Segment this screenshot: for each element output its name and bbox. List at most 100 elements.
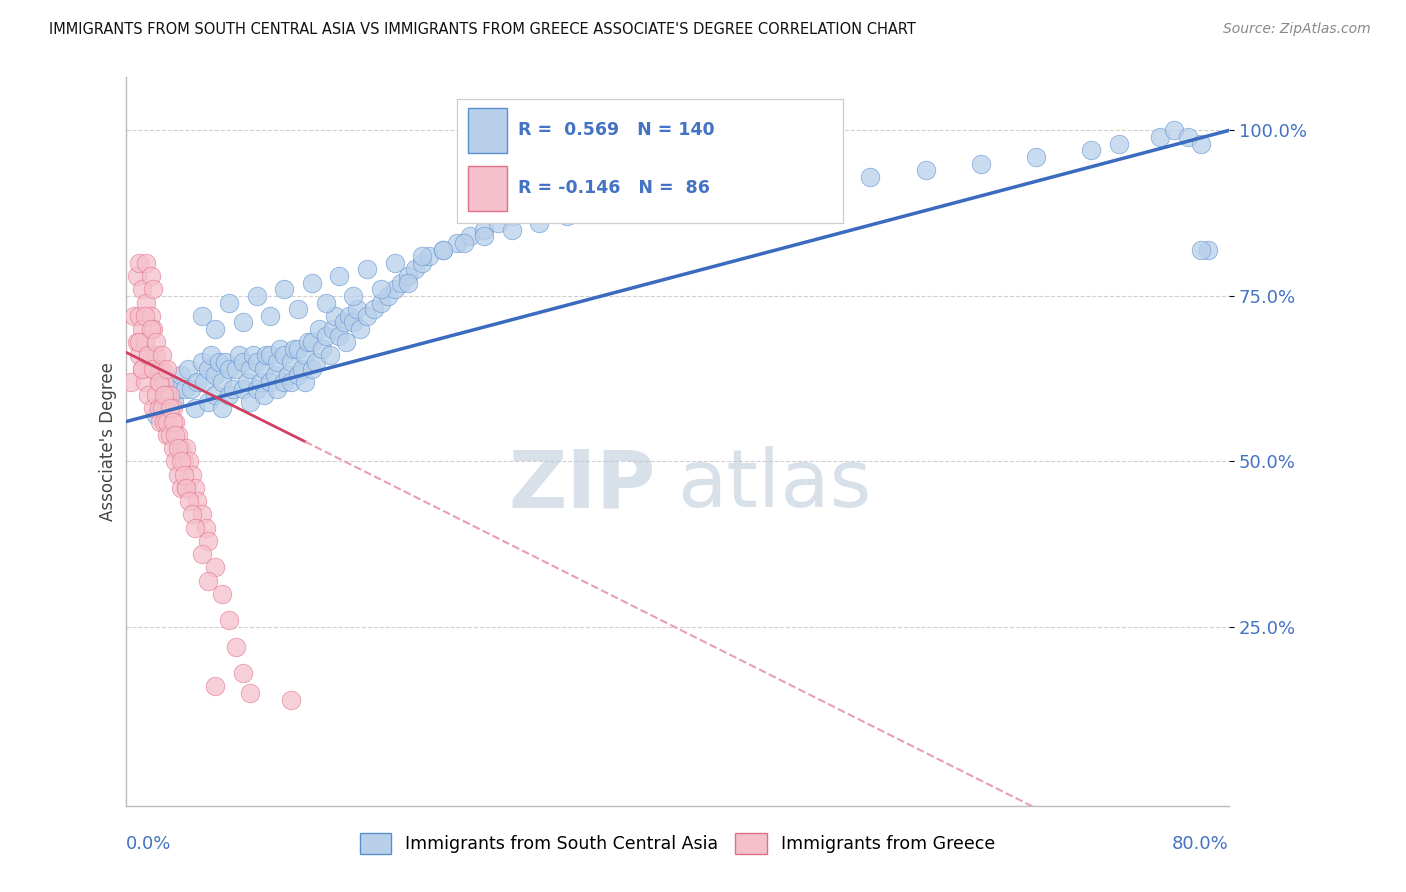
Point <box>418 249 440 263</box>
Point <box>131 361 153 376</box>
Point <box>294 375 316 389</box>
Point <box>218 388 240 402</box>
Point <box>529 196 551 211</box>
Point <box>1080 143 1102 157</box>
Point <box>134 375 156 389</box>
Point <box>162 415 184 429</box>
Point <box>315 328 337 343</box>
Point <box>145 388 167 402</box>
Point <box>259 375 281 389</box>
Point <box>170 454 193 468</box>
Point <box>804 177 827 191</box>
Point <box>159 428 181 442</box>
Point <box>1189 136 1212 151</box>
Point <box>610 163 633 178</box>
Point <box>319 349 342 363</box>
Point <box>252 388 274 402</box>
Point <box>232 355 254 369</box>
Text: 0.0%: 0.0% <box>125 835 172 853</box>
Point <box>259 309 281 323</box>
Point <box>159 388 181 402</box>
Point <box>153 415 176 429</box>
Point <box>131 282 153 296</box>
Point <box>142 322 165 336</box>
Point <box>173 454 195 468</box>
Text: Source: ZipAtlas.com: Source: ZipAtlas.com <box>1223 22 1371 37</box>
Point <box>232 315 254 329</box>
Point <box>167 428 190 442</box>
Point <box>204 680 226 694</box>
Point <box>273 375 295 389</box>
Point <box>370 295 392 310</box>
Point <box>177 361 200 376</box>
Legend: Immigrants from South Central Asia, Immigrants from Greece: Immigrants from South Central Asia, Immi… <box>352 824 1004 863</box>
Point <box>239 361 262 376</box>
Point <box>193 375 215 389</box>
Point <box>391 276 413 290</box>
Point <box>411 256 433 270</box>
Point <box>529 216 551 230</box>
Point <box>134 335 156 350</box>
Point <box>583 177 606 191</box>
Text: atlas: atlas <box>678 446 872 524</box>
Point <box>472 223 495 237</box>
Point <box>277 368 299 383</box>
Point <box>501 210 523 224</box>
Point <box>162 401 184 416</box>
Point <box>328 328 350 343</box>
Point <box>142 361 165 376</box>
Point <box>170 441 193 455</box>
Point <box>396 276 419 290</box>
Point <box>186 375 208 389</box>
Point <box>150 349 173 363</box>
Point <box>153 388 176 402</box>
Point <box>218 361 240 376</box>
Point <box>194 520 217 534</box>
Point <box>197 361 219 376</box>
Point <box>370 282 392 296</box>
Point <box>1197 243 1219 257</box>
Point <box>179 494 201 508</box>
Point <box>250 375 273 389</box>
Point <box>291 361 314 376</box>
Point <box>190 508 212 522</box>
Point <box>501 223 523 237</box>
Point <box>183 481 205 495</box>
Point <box>273 349 295 363</box>
Point <box>297 335 319 350</box>
Point <box>200 349 222 363</box>
Point <box>156 388 179 402</box>
Point <box>136 388 159 402</box>
Point <box>308 322 330 336</box>
Point <box>139 322 162 336</box>
Point <box>337 309 360 323</box>
Point <box>153 388 176 402</box>
Point <box>432 243 454 257</box>
Point <box>1189 243 1212 257</box>
Point <box>170 481 193 495</box>
Point <box>222 382 245 396</box>
Point <box>173 467 195 482</box>
Point <box>131 361 153 376</box>
Point <box>159 401 181 416</box>
Point <box>349 322 371 336</box>
Point <box>211 401 233 416</box>
Point <box>167 441 190 455</box>
Point <box>135 295 157 310</box>
Point <box>176 481 198 495</box>
Point <box>311 342 333 356</box>
Point <box>335 335 357 350</box>
Point <box>259 349 281 363</box>
Point <box>165 428 187 442</box>
Point <box>246 289 269 303</box>
Point <box>280 692 302 706</box>
Point <box>432 243 454 257</box>
Point <box>142 361 165 376</box>
Point <box>287 302 309 317</box>
Point <box>1025 150 1047 164</box>
Point <box>638 196 661 211</box>
Point <box>190 355 212 369</box>
Point <box>225 640 247 654</box>
Point <box>598 202 620 217</box>
Point <box>356 309 378 323</box>
